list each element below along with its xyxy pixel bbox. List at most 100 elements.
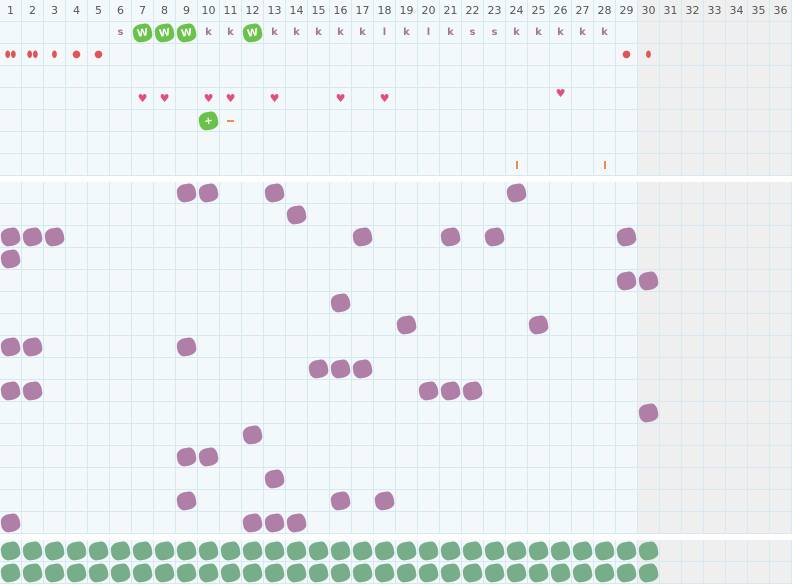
day-cell[interactable] — [66, 248, 88, 270]
day-cell[interactable] — [506, 380, 528, 402]
day-cell[interactable] — [682, 562, 704, 584]
day-cell[interactable] — [176, 512, 198, 534]
day-cell[interactable] — [88, 226, 110, 248]
day-cell[interactable] — [704, 88, 726, 110]
day-cell[interactable] — [0, 512, 22, 534]
day-cell[interactable] — [462, 336, 484, 358]
day-cell[interactable] — [418, 446, 440, 468]
day-cell[interactable] — [286, 380, 308, 402]
day-cell[interactable] — [110, 292, 132, 314]
day-cell[interactable] — [374, 336, 396, 358]
day-cell[interactable] — [682, 402, 704, 424]
day-cell[interactable] — [264, 226, 286, 248]
day-cell[interactable] — [373, 540, 396, 562]
day-cell[interactable] — [770, 468, 792, 490]
day-cell[interactable]: ⬮⬮ — [22, 44, 44, 66]
day-cell[interactable] — [594, 446, 616, 468]
day-cell[interactable] — [0, 226, 22, 248]
day-cell[interactable] — [770, 336, 792, 358]
day-cell[interactable] — [264, 110, 286, 132]
day-cell[interactable] — [110, 44, 132, 66]
day-cell[interactable] — [594, 154, 616, 176]
day-cell[interactable] — [21, 380, 44, 402]
day-cell[interactable] — [770, 248, 792, 270]
day-cell[interactable] — [88, 402, 110, 424]
day-cell[interactable] — [483, 540, 506, 562]
day-cell[interactable] — [21, 336, 44, 358]
day-cell[interactable] — [637, 562, 660, 584]
day-cell[interactable] — [66, 88, 88, 110]
day-cell[interactable] — [286, 226, 308, 248]
day-cell[interactable] — [462, 226, 484, 248]
day-cell[interactable] — [0, 336, 22, 358]
day-cell[interactable] — [726, 22, 748, 44]
day-cell[interactable]: + — [197, 110, 220, 132]
day-cell[interactable] — [682, 66, 704, 88]
day-cell[interactable] — [66, 402, 88, 424]
day-cell[interactable] — [484, 154, 506, 176]
day-cell[interactable] — [21, 226, 44, 248]
day-cell[interactable] — [110, 66, 132, 88]
day-cell[interactable] — [660, 562, 682, 584]
day-cell[interactable] — [308, 490, 330, 512]
day-cell[interactable] — [374, 314, 396, 336]
day-cell[interactable] — [176, 292, 198, 314]
day-cell[interactable] — [44, 132, 66, 154]
day-cell[interactable] — [572, 44, 594, 66]
day-cell[interactable] — [286, 402, 308, 424]
day-cell[interactable] — [440, 270, 462, 292]
day-cell[interactable] — [726, 380, 748, 402]
day-cell[interactable] — [396, 182, 418, 204]
day-cell[interactable] — [110, 490, 132, 512]
day-cell[interactable] — [726, 446, 748, 468]
day-cell[interactable] — [682, 314, 704, 336]
day-cell[interactable] — [110, 402, 132, 424]
day-cell[interactable] — [616, 468, 638, 490]
day-cell[interactable] — [220, 424, 242, 446]
day-cell[interactable] — [594, 490, 616, 512]
day-cell[interactable] — [374, 512, 396, 534]
day-cell[interactable] — [154, 468, 176, 490]
day-cell[interactable]: 18 — [374, 0, 396, 22]
day-cell[interactable] — [352, 44, 374, 66]
day-cell[interactable] — [418, 358, 440, 380]
day-cell[interactable] — [616, 88, 638, 110]
day-cell[interactable] — [726, 540, 748, 562]
day-cell[interactable] — [440, 336, 462, 358]
day-cell[interactable] — [616, 292, 638, 314]
day-cell[interactable] — [220, 380, 242, 402]
day-cell[interactable] — [44, 248, 66, 270]
day-cell[interactable] — [704, 446, 726, 468]
day-cell[interactable] — [770, 182, 792, 204]
day-cell[interactable] — [484, 446, 506, 468]
day-cell[interactable] — [88, 358, 110, 380]
day-cell[interactable] — [285, 204, 308, 226]
day-cell[interactable] — [682, 132, 704, 154]
day-cell[interactable] — [418, 204, 440, 226]
day-cell[interactable] — [748, 512, 770, 534]
day-cell[interactable] — [528, 512, 550, 534]
day-cell[interactable] — [88, 204, 110, 226]
day-cell[interactable] — [484, 110, 506, 132]
day-cell[interactable] — [461, 540, 484, 562]
day-cell[interactable] — [351, 358, 374, 380]
day-cell[interactable] — [0, 540, 22, 562]
day-cell[interactable] — [417, 540, 440, 562]
day-cell[interactable] — [154, 44, 176, 66]
day-cell[interactable] — [462, 44, 484, 66]
day-cell[interactable] — [418, 88, 440, 110]
day-cell[interactable] — [506, 132, 528, 154]
day-cell[interactable] — [132, 132, 154, 154]
day-cell[interactable] — [220, 66, 242, 88]
day-cell[interactable] — [484, 402, 506, 424]
day-cell[interactable]: k — [330, 22, 352, 44]
day-cell[interactable] — [418, 468, 440, 490]
day-cell[interactable] — [572, 292, 594, 314]
day-cell[interactable] — [241, 512, 264, 534]
day-cell[interactable] — [550, 380, 572, 402]
day-cell[interactable] — [242, 358, 264, 380]
day-cell[interactable] — [286, 66, 308, 88]
day-cell[interactable] — [550, 292, 572, 314]
day-cell[interactable] — [396, 66, 418, 88]
day-cell[interactable] — [462, 154, 484, 176]
